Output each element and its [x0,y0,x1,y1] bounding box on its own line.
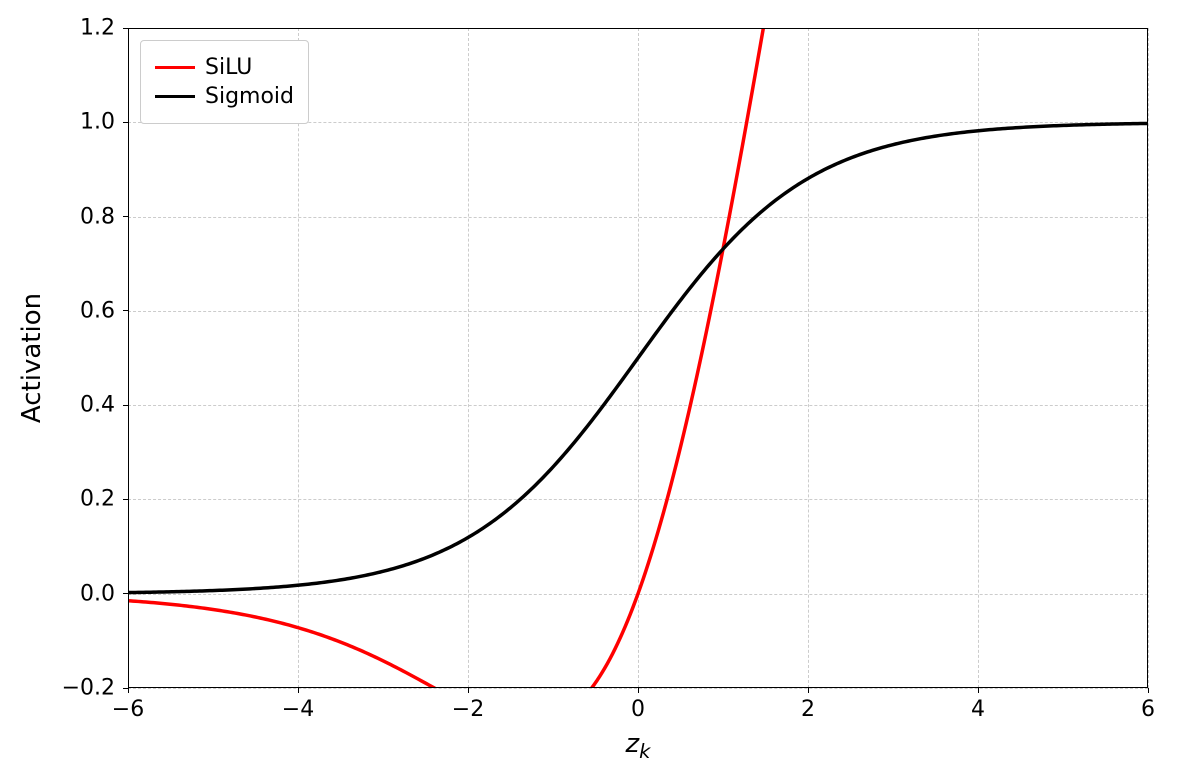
plot-area: −6−4−20246−0.20.00.20.40.60.81.01.2 SiLU… [128,28,1148,688]
x-tick [1148,688,1149,693]
x-tick [978,688,979,693]
y-tick-label: −0.2 [62,676,115,701]
x-tick-label: 4 [971,697,985,722]
x-axis-label-main: z [626,729,640,759]
spine-left [128,28,129,688]
x-axis-label: zk [626,729,651,763]
y-tick [123,122,128,123]
gridline-vertical [1148,28,1149,688]
legend: SiLU Sigmoid [140,40,309,124]
figure: −6 −4 −2 0 2 4 6 −0.2 0.0 0.2 0.4 0.6 0.8 1.0 1.2 SiLU… [0,0,1180,780]
x-tick-label: 6 [1141,697,1155,722]
x-tick [298,688,299,693]
y-tick [123,310,128,311]
legend-label: Sigmoid [205,84,294,109]
x-tick-label: 0 [631,697,645,722]
x-tick [468,688,469,693]
x-tick [128,688,129,693]
y-tick [123,28,128,29]
y-tick [123,688,128,689]
curve-sigmoid [128,123,1148,592]
y-tick-label: 0.8 [80,204,115,229]
spine-top [128,28,1148,29]
y-tick-label: 0.6 [80,298,115,323]
y-tick-label: 0.4 [80,393,115,418]
x-tick [808,688,809,693]
legend-label: SiLU [205,55,252,80]
legend-item: Sigmoid [155,84,294,109]
y-tick [123,499,128,500]
x-tick-label: 2 [801,697,815,722]
x-tick-label: −2 [452,697,484,722]
x-tick-label: −4 [282,697,314,722]
y-tick-label: 1.0 [80,110,115,135]
x-tick [638,688,639,693]
x-axis-label-sub: k [639,740,650,763]
y-tick-label: 1.2 [80,16,115,41]
x-tick-label: −6 [112,697,144,722]
legend-item: SiLU [155,55,294,80]
y-tick-label: 0.0 [80,581,115,606]
y-tick [123,216,128,217]
y-tick-label: 0.2 [80,487,115,512]
y-axis-label: Activation [17,293,47,423]
spine-right [1147,28,1148,688]
legend-swatch [155,66,195,69]
curves-layer [128,28,1148,688]
y-tick [123,593,128,594]
legend-swatch [155,95,195,98]
y-tick [123,405,128,406]
